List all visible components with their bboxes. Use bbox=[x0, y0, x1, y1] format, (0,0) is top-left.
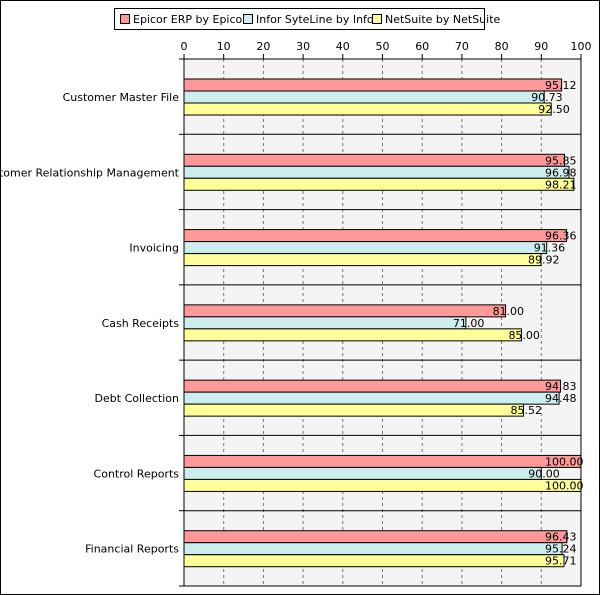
bar bbox=[183, 454, 582, 468]
data-label: 94.83 bbox=[545, 380, 577, 393]
bar bbox=[183, 153, 566, 167]
category-label: Customer Master File bbox=[63, 91, 180, 104]
x-tick-label: 20 bbox=[256, 40, 270, 53]
bar bbox=[183, 391, 560, 405]
x-tick-label: 80 bbox=[495, 40, 509, 53]
category-label: Financial Reports bbox=[85, 543, 179, 556]
bar bbox=[183, 90, 545, 104]
category-label: Cash Receipts bbox=[102, 317, 180, 330]
data-label: 81.00 bbox=[493, 305, 525, 318]
bar bbox=[183, 253, 542, 267]
x-tick-label: 50 bbox=[376, 40, 390, 53]
data-label: 85.00 bbox=[508, 329, 540, 342]
bar bbox=[183, 229, 568, 243]
data-label: 95.24 bbox=[545, 543, 577, 556]
bar bbox=[183, 241, 548, 255]
data-label: 94.48 bbox=[545, 392, 577, 405]
data-label: 90.00 bbox=[528, 467, 560, 480]
x-tick-label: 70 bbox=[455, 40, 469, 53]
bar bbox=[183, 379, 561, 393]
category-label: Debt Collection bbox=[95, 392, 179, 405]
legend-swatch-infor bbox=[243, 14, 253, 24]
data-label: 92.50 bbox=[538, 103, 570, 116]
category-label: Control Reports bbox=[94, 467, 180, 480]
x-tick-label: 30 bbox=[296, 40, 310, 53]
data-label: 98.21 bbox=[545, 178, 577, 191]
bar bbox=[183, 478, 582, 492]
bar bbox=[183, 316, 467, 330]
legend-label-epicor: Epicor ERP by Epicor bbox=[133, 13, 247, 26]
bar bbox=[183, 78, 563, 92]
legend-label-infor: Infor SyteLine by Infor bbox=[256, 13, 379, 26]
bar bbox=[183, 177, 575, 191]
legend: Epicor ERP by Epicor Infor SyteLine by I… bbox=[114, 8, 500, 30]
x-tick-label: 40 bbox=[336, 40, 350, 53]
data-label: 95.71 bbox=[545, 555, 577, 568]
data-label: 85.52 bbox=[511, 404, 543, 417]
data-label: 96.36 bbox=[545, 230, 577, 243]
data-label: 96.43 bbox=[545, 531, 577, 544]
x-tick-label: 10 bbox=[217, 40, 231, 53]
bar bbox=[183, 304, 507, 318]
bar bbox=[183, 328, 522, 342]
bar bbox=[183, 403, 525, 417]
data-label: 95.12 bbox=[545, 79, 577, 92]
data-label: 95.85 bbox=[545, 154, 577, 167]
x-tick-label: 60 bbox=[415, 40, 429, 53]
bar bbox=[183, 542, 563, 556]
category-label: Invoicing bbox=[129, 242, 179, 255]
bar bbox=[183, 165, 570, 179]
legend-swatch-netsuite bbox=[372, 14, 382, 24]
category-label: Customer Relationship Management bbox=[0, 166, 180, 179]
data-label: 91.36 bbox=[534, 242, 566, 255]
bar bbox=[183, 530, 568, 544]
data-label: 96.98 bbox=[545, 166, 577, 179]
data-label: 100.00 bbox=[545, 479, 584, 492]
data-label: 100.00 bbox=[545, 455, 584, 468]
legend-swatch-epicor bbox=[120, 14, 130, 24]
data-label: 71.00 bbox=[453, 317, 485, 330]
x-tick-label: 100 bbox=[571, 40, 592, 53]
data-label: 90.73 bbox=[531, 91, 563, 104]
legend-label-netsuite: NetSuite by NetSuite bbox=[385, 13, 501, 26]
bar bbox=[183, 554, 565, 568]
bar bbox=[183, 102, 552, 116]
data-label: 89.92 bbox=[528, 254, 560, 267]
bar bbox=[183, 466, 542, 480]
x-tick-label: 0 bbox=[181, 40, 188, 53]
x-tick-label: 90 bbox=[534, 40, 548, 53]
